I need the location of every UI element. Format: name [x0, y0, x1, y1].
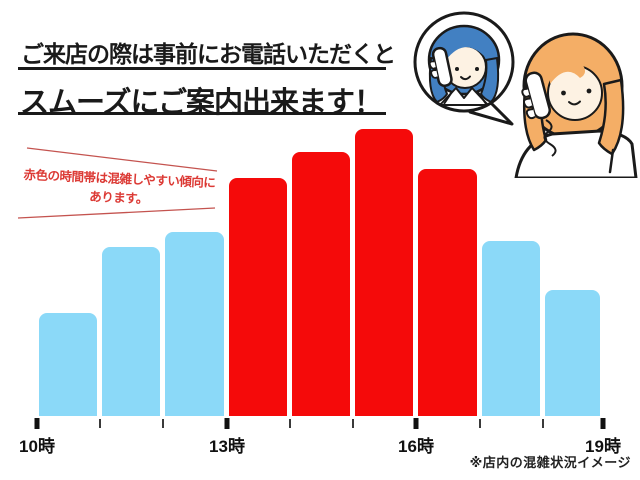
busy-hours-annotation: 赤色の時間帯は混雑しやすい傾向に あります。: [8, 140, 232, 232]
x-axis-tick: [352, 419, 354, 428]
bar-17時: [482, 241, 540, 416]
x-axis-tick: [224, 418, 230, 429]
x-axis-tick: [413, 418, 419, 429]
phone-receiver-icon: [521, 71, 551, 120]
bar-16時: [418, 169, 477, 416]
x-axis-tick: [600, 418, 606, 429]
bar-14時: [292, 152, 350, 416]
x-axis-label-16時: 16時: [398, 437, 434, 456]
staff-on-phone-icon: [427, 24, 501, 106]
x-axis-label-13時: 13時: [209, 437, 245, 456]
x-axis-tick: [34, 418, 40, 429]
customer-on-phone-icon: [514, 32, 638, 178]
x-axis-tick: [99, 419, 101, 428]
bar-18時: [545, 290, 600, 416]
phone-call-illustration: [413, 11, 638, 178]
x-axis-label-10時: 10時: [19, 437, 55, 456]
headline-line1: ご来店の際は事前にお電話いただくと: [21, 41, 396, 67]
bar-12時: [165, 232, 224, 416]
phone-receiver-icon: [428, 46, 453, 87]
bar-15時: [355, 129, 413, 416]
headline-underline-2: [18, 112, 386, 115]
x-axis-tick: [162, 419, 164, 428]
footnote: ※店内の混雑状況イメージ: [469, 455, 631, 470]
headline-underline-1: [18, 67, 386, 70]
x-axis-tick: [289, 419, 291, 428]
bar-10時: [39, 313, 97, 416]
x-axis-tick: [479, 419, 481, 428]
bar-13時: [229, 178, 287, 416]
phone-cord: [543, 119, 557, 157]
x-axis-tick: [542, 419, 544, 428]
x-axis-label-19時: 19時: [585, 437, 621, 456]
annotation-accent-lines: [17, 147, 218, 219]
bar-11時: [102, 247, 160, 416]
